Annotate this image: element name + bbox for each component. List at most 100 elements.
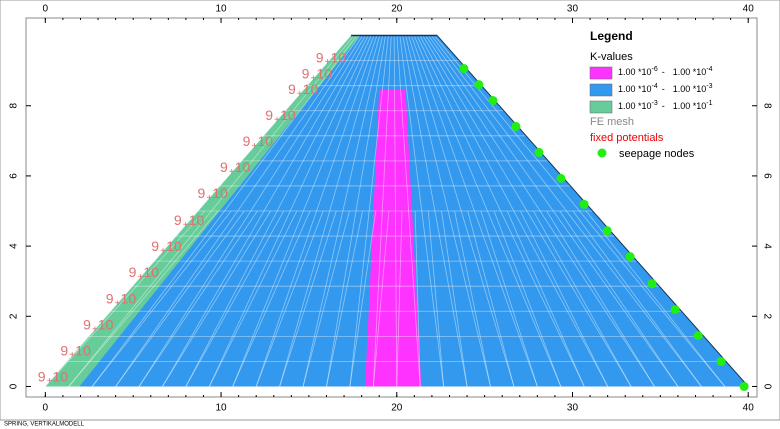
seepage-node [693,331,703,341]
core-zone [365,89,422,387]
potential-label: 10 [53,368,69,384]
potential-marker: + [229,167,235,178]
x-tick-label: 40 [743,403,755,414]
potential-marker: + [47,376,53,387]
potential-label: 10 [212,185,228,201]
legend-seepage-dot [597,148,607,158]
potential-label: 10 [257,133,273,149]
mesh-line [427,210,445,387]
legend-swatch [589,100,613,114]
potential-label: 9 [151,238,159,254]
x-tick-label: 10 [215,4,227,15]
mesh-line [91,210,232,387]
legend-label-part: -6 [652,66,658,73]
mesh-line [402,35,468,387]
x-tick-label: 0 [43,403,49,414]
mesh-line [302,210,350,387]
mesh-line [506,210,585,387]
potential-label: 9 [174,212,182,228]
mesh-line [585,210,726,387]
mesh-line [232,35,375,387]
potential-label: 10 [121,290,137,306]
mesh-line [138,210,258,387]
legend-label-part: -4 [706,66,712,73]
mesh-line [326,210,363,387]
legend-swatch [589,66,613,80]
mesh-line [414,210,421,387]
potential-label: 9 [106,290,114,306]
legend-label-part: -3 [706,83,712,90]
potential-marker: + [69,350,75,361]
legend-title: Legend [590,29,633,43]
potential-marker: + [274,115,280,126]
potential-marker: + [311,73,317,84]
seepage-node [556,173,566,183]
potential-marker: + [160,246,166,257]
y-tick-label: 8 [761,103,772,109]
seepage-node [647,279,657,289]
mesh-line [279,35,381,387]
potential-marker: + [325,57,331,68]
seepage-node [716,357,726,367]
mesh-line [208,210,298,387]
potential-label: 9 [316,49,324,65]
x-tick-label: 40 [743,4,755,15]
potential-label: 10 [189,212,205,228]
mesh-line [185,35,369,387]
potential-label: 10 [280,107,296,123]
potential-label: 9 [38,368,46,384]
mesh-line [416,35,585,387]
mesh-line [413,35,562,387]
legend-label-part: - [662,84,665,94]
seepage-node [602,226,612,236]
legend-label-part: 1.00 *10 [618,101,652,111]
potential-label: 9 [302,65,310,81]
mesh-line [434,35,726,387]
mesh-line [422,35,632,387]
mesh-line [393,35,398,387]
mesh-line [520,210,608,387]
y-tick-label: 0 [761,384,772,390]
potential-label: 10 [143,264,159,280]
potential-label: 10 [303,81,319,97]
potential-label: 9 [220,159,228,175]
mesh-line [115,210,245,387]
potential-label: 9 [60,342,68,358]
potential-marker: + [297,89,303,100]
seepage-node [534,147,544,157]
mesh-line [279,210,337,387]
potential-marker: + [183,220,189,231]
mesh-line [419,35,608,387]
mesh-line [533,210,632,387]
potential-marker: + [137,272,143,283]
potential-marker: + [115,298,121,309]
potential-label: 9 [83,316,91,332]
y-tick-label: 2 [9,313,20,319]
x-tick-label: 30 [567,4,579,15]
mesh-line [441,210,468,387]
mesh-line [372,35,392,387]
potential-label: 10 [235,159,251,175]
mesh-line [349,35,389,387]
legend-label: 1.00 *10-4-1.00 *10-3 [618,83,713,95]
potential-label: 10 [98,316,114,332]
slope-line [436,35,749,387]
potential-label: 9 [288,81,296,97]
seepage-node [670,305,680,315]
legend-mesh: FE mesh [590,116,634,128]
legend-subtitle: K-values [590,51,633,63]
y-tick-label: 6 [761,173,772,179]
mesh-line [399,35,445,387]
x-tick-label: 10 [215,403,227,414]
mesh-line [408,35,515,387]
mesh-line [255,210,324,387]
potential-label: 9 [243,133,251,149]
mesh-line [185,210,285,387]
potential-label: 10 [316,65,332,81]
mesh-line [493,210,562,387]
legend-swatch [589,83,613,97]
legend-label: 1.00 *10-3-1.00 *10-1 [618,100,713,112]
mesh-line [572,210,702,387]
mesh-line [396,210,403,387]
